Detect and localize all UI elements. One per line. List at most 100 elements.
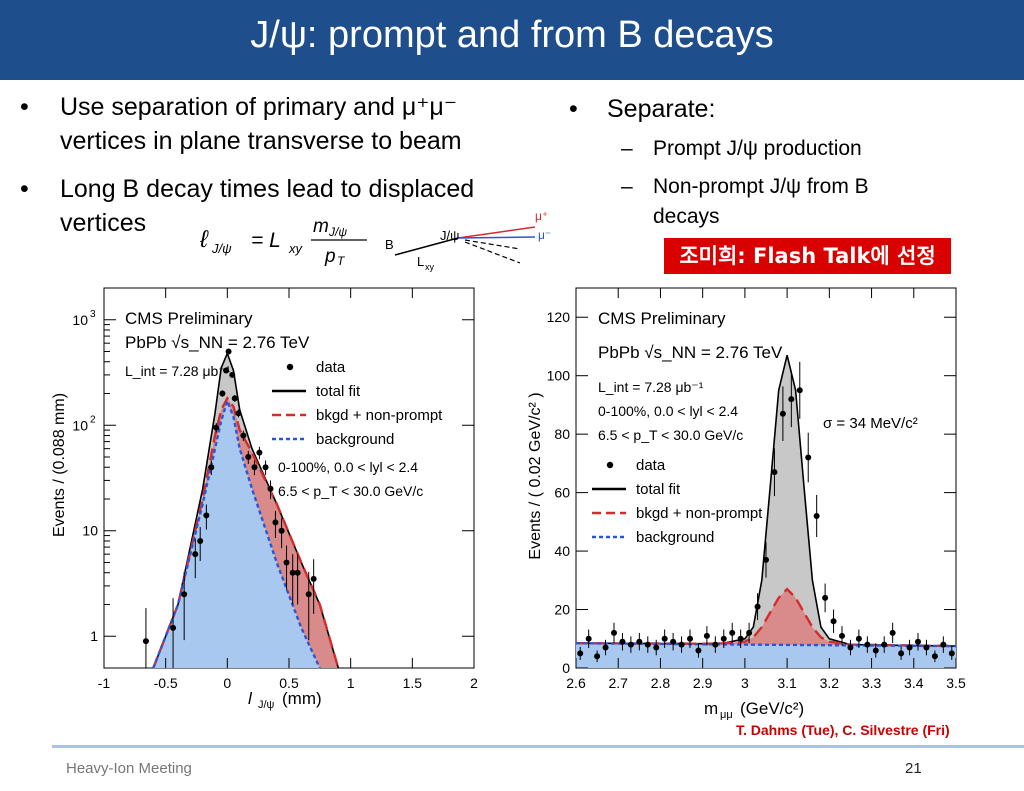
data-point xyxy=(805,454,812,461)
x-tick-label: 2.9 xyxy=(693,675,713,691)
lumi-label: L_int = 7.28 μb⁻¹ xyxy=(598,379,704,395)
x-axis-unit: (mm) xyxy=(282,689,322,708)
formula-lhs-sub: J/ψ xyxy=(211,241,232,256)
bullet-2-line-1: Long B decay times lead to displaced xyxy=(60,175,475,203)
data-point xyxy=(289,569,296,576)
y-tick-label: 120 xyxy=(547,309,571,325)
label-b: B xyxy=(385,237,394,252)
fills xyxy=(153,353,339,668)
lumi-label: L_int = 7.28 μb⁻¹ xyxy=(125,363,231,379)
x-axis-label: m xyxy=(704,699,718,718)
axis-labels: Events / (0.088 mm) l J/ψ (mm) xyxy=(51,393,322,711)
legend-label: data xyxy=(636,457,666,474)
legend-label: bkgd + non-prompt xyxy=(636,505,763,522)
data-point xyxy=(225,348,232,355)
data-point xyxy=(256,449,263,456)
data-point xyxy=(262,464,269,471)
y-tick-label: 10 xyxy=(72,417,88,433)
mu-minus-line xyxy=(457,236,536,239)
range-label: 0-100%, 0.0 < lyl < 2.4 xyxy=(278,459,418,475)
cms-label: CMS Preliminary xyxy=(125,309,253,328)
bullet-2-line-2: vertices xyxy=(60,209,147,237)
footer-meeting: Heavy-Ion Meeting xyxy=(66,760,192,777)
data-point xyxy=(197,537,204,544)
x-tick-label: 3.5 xyxy=(946,675,966,691)
data-point xyxy=(219,390,226,397)
data-point xyxy=(779,410,786,417)
x-tick-label: 0 xyxy=(223,675,231,691)
data-point xyxy=(830,618,837,625)
x-tick-label: -0.5 xyxy=(154,675,178,691)
x-tick-label: 2.8 xyxy=(651,675,671,691)
data-point xyxy=(283,559,290,566)
data-point xyxy=(855,635,862,642)
legend-label: background xyxy=(636,529,714,546)
b-flight-line xyxy=(394,237,459,256)
legend-label: total fit xyxy=(316,383,361,400)
data-point xyxy=(703,632,710,639)
data-points xyxy=(142,348,317,668)
x-tick-label: 3 xyxy=(741,675,749,691)
data-point xyxy=(906,644,913,651)
data-point xyxy=(881,641,888,648)
legend-label: background xyxy=(316,431,394,448)
decay-diagram: B J/ψ L xy μ⁺ μ⁻ xyxy=(385,209,551,272)
data-point xyxy=(822,594,829,601)
y-tick-exponent: 3 xyxy=(90,309,96,320)
formula-den-sub: T xyxy=(337,254,346,268)
data-point xyxy=(737,635,744,642)
x-tick-label: 2 xyxy=(470,675,478,691)
data-point xyxy=(729,629,736,636)
bullet-1: • Use separation of primary and μ⁺μ⁻ ver… xyxy=(20,90,462,158)
legend-label: bkgd + non-prompt xyxy=(316,407,443,424)
label-jpsi: J/ψ xyxy=(440,228,459,243)
plot-annotations: CMS Preliminary PbPb √s_NN = 2.76 TeV L_… xyxy=(598,309,918,443)
y-tick-label: 60 xyxy=(554,485,570,501)
formula-and-diagram: ℓ J/ψ = L xy m J/ψ p T B J/ψ L xy μ⁺ μ⁻ xyxy=(199,209,551,272)
y-tick-label: 40 xyxy=(554,543,570,559)
data-point xyxy=(602,644,609,651)
page-title: J/ψ: prompt and from B decays xyxy=(250,14,774,56)
data-point xyxy=(594,653,601,660)
data-point xyxy=(170,624,177,631)
legend: data total fit bkgd + non-prompt background xyxy=(272,359,443,448)
bullet-separate: • Separate: xyxy=(569,92,715,126)
x-axis-label-sub: J/ψ xyxy=(258,699,275,711)
footer-divider xyxy=(52,745,1024,748)
data-point xyxy=(720,635,727,642)
data-point xyxy=(864,641,871,648)
data-point xyxy=(847,644,854,651)
data-point xyxy=(763,556,769,563)
data-point xyxy=(788,396,795,403)
data-point xyxy=(678,641,685,648)
data-point xyxy=(267,485,274,492)
background-line xyxy=(152,397,321,669)
data-point xyxy=(213,424,220,431)
data-point xyxy=(653,644,660,651)
sub-dash: – xyxy=(621,175,633,198)
data-point xyxy=(192,551,199,558)
axes: 2.6 2.7 2.8 2.9 3 3.1 3.2 3.3 3.4 3.5 0 20 40 60 80 100… xyxy=(547,288,966,691)
fit-curves xyxy=(152,351,340,669)
x-tick-label: 3.3 xyxy=(862,675,882,691)
legend-marker xyxy=(286,363,294,371)
y-tick-label: 0 xyxy=(562,660,570,676)
formula-lhs: ℓ xyxy=(199,226,209,253)
label-lxy-sub: xy xyxy=(425,262,435,272)
data-point xyxy=(746,629,753,636)
bullet-dot: • xyxy=(20,175,29,203)
formula-num: m xyxy=(313,216,329,237)
label-lxy: L xyxy=(417,254,424,269)
background-fill xyxy=(153,400,320,668)
highlight-banner: 조미희: Flash Talk에 선정 xyxy=(664,238,951,274)
legend-label: total fit xyxy=(636,481,681,498)
data-point xyxy=(611,629,617,636)
data-point xyxy=(627,641,634,648)
dashed-track-1 xyxy=(464,239,521,250)
sub-bullet-1-line-1: Prompt J/ψ production xyxy=(653,137,862,160)
data-point xyxy=(619,638,626,645)
page-number: 21 xyxy=(905,760,922,777)
data-point xyxy=(661,635,668,642)
data-point xyxy=(898,650,905,657)
